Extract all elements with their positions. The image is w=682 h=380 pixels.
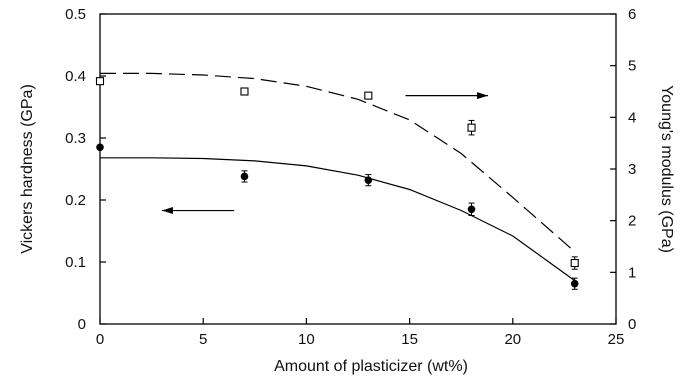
y-right-axis-title: Young's modulus (GPa) (658, 85, 675, 253)
y-left-tick-label: 0.5 (65, 6, 86, 23)
modulus-point (95, 77, 105, 86)
x-tick-label: 20 (504, 331, 521, 348)
modulus-point (570, 258, 579, 268)
x-tick-label: 0 (96, 331, 104, 348)
arrows (161, 92, 489, 215)
y-left-axis-title: Vickers hardness (GPa) (19, 84, 36, 254)
error-bars (241, 119, 578, 290)
hardness-point (96, 143, 104, 152)
y-right-tick-label: 3 (628, 161, 636, 178)
y-right-tick-label: 5 (628, 58, 636, 75)
y-right-tick-label: 1 (628, 264, 636, 281)
arrow-head (477, 92, 489, 100)
y-left-tick-label: 0.2 (65, 192, 86, 209)
plot-frame (99, 13, 617, 325)
x-tick-label: 5 (199, 331, 207, 348)
y-right-tick-label: 0 (628, 316, 636, 333)
y-left-tick-label: 0.3 (65, 130, 86, 147)
ticks (99, 13, 617, 325)
y-right-tick-label: 2 (628, 213, 636, 230)
y-right-tick-label: 4 (628, 109, 636, 126)
hardness-fit-line (100, 157, 576, 282)
plot-border (99, 13, 617, 325)
fit-lines (100, 72, 576, 282)
y-left-tick-label: 0 (78, 316, 86, 333)
x-tick-label: 15 (401, 331, 418, 348)
y-left-tick-label: 0.4 (65, 68, 86, 85)
arrow-head (161, 207, 173, 215)
x-tick-label: 10 (298, 331, 315, 348)
x-axis-title: Amount of plasticizer (wt%) (274, 358, 468, 375)
y-left-tick-label: 0.1 (65, 254, 86, 271)
hardness-point (364, 176, 373, 184)
modulus-point (364, 91, 373, 100)
hardness-point (570, 279, 579, 288)
hardness-point (240, 172, 249, 181)
modulus-point (240, 87, 249, 96)
hardness-point (467, 205, 476, 214)
markers (95, 77, 579, 288)
modulus-point (467, 123, 476, 132)
modulus-fit-line (100, 72, 576, 253)
y-right-tick-label: 6 (628, 6, 636, 23)
x-tick-label: 25 (608, 331, 625, 348)
